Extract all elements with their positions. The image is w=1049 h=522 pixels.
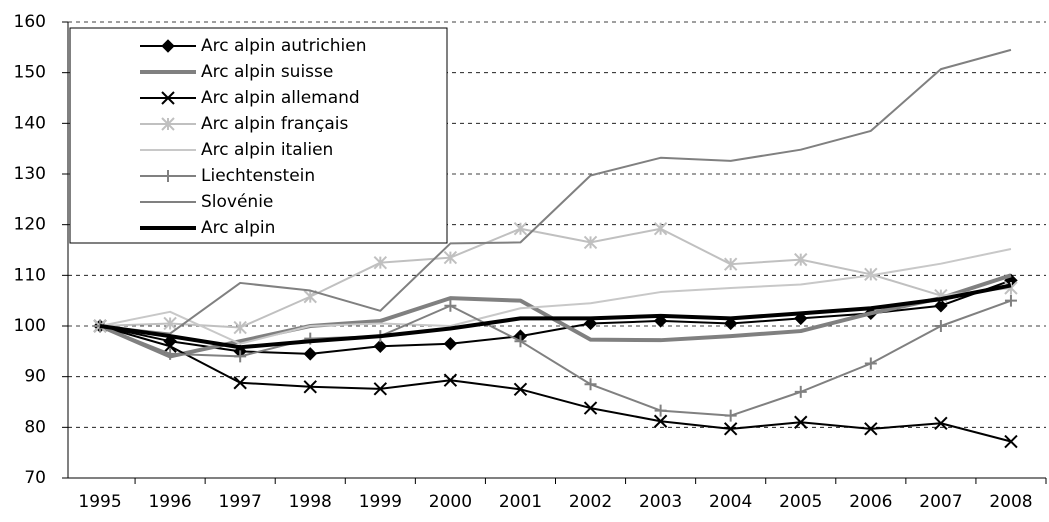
point <box>164 347 177 360</box>
x-tick-label: 2000 <box>429 492 472 512</box>
x-tick-label: 2001 <box>499 492 542 512</box>
point <box>234 350 247 363</box>
y-tick-label: 110 <box>14 265 46 285</box>
x-tick-label: 2008 <box>989 492 1032 512</box>
x-tick-label: 2003 <box>639 492 682 512</box>
point <box>514 335 527 348</box>
x-tick-label: 1998 <box>289 492 332 512</box>
point <box>163 339 177 353</box>
legend-marker <box>161 117 175 131</box>
point <box>653 414 668 428</box>
point <box>653 314 668 328</box>
point <box>513 222 528 236</box>
point <box>583 235 598 250</box>
series-line <box>99 248 1012 345</box>
point <box>934 416 948 430</box>
y-tick-label: 150 <box>14 63 46 83</box>
legend-label: Arc alpin italien <box>201 140 333 160</box>
y-tick-label: 120 <box>14 215 46 235</box>
legend-marker <box>161 91 175 105</box>
point <box>934 299 948 313</box>
point <box>794 252 808 267</box>
x-tick-label: 2006 <box>849 492 892 512</box>
point <box>373 382 388 396</box>
x-tick-label: 2005 <box>779 492 822 512</box>
point <box>864 422 878 436</box>
point <box>513 382 528 397</box>
series-line <box>99 227 1012 329</box>
x-tick-label: 2004 <box>709 492 752 512</box>
y-tick-label: 90 <box>24 367 46 387</box>
point <box>373 339 388 353</box>
point <box>723 422 738 436</box>
point <box>794 385 807 398</box>
point <box>583 401 598 415</box>
point <box>653 222 668 236</box>
legend-label: Arc alpin allemand <box>201 88 360 108</box>
point <box>233 376 247 390</box>
series-line <box>99 48 1012 335</box>
point <box>1004 294 1017 307</box>
legend-label: Slovénie <box>201 192 273 212</box>
y-tick-label: 80 <box>24 417 46 437</box>
series-line <box>99 279 1012 355</box>
point <box>654 404 667 417</box>
x-tick-label: 1996 <box>148 492 191 512</box>
x-tick-label: 1995 <box>78 492 121 512</box>
point <box>443 373 458 387</box>
point <box>233 320 247 335</box>
point <box>163 316 177 331</box>
point <box>1004 281 1018 295</box>
point <box>303 347 317 361</box>
point <box>303 380 317 394</box>
series-line <box>99 299 1012 417</box>
point <box>443 337 458 351</box>
point <box>583 316 598 331</box>
point <box>864 357 877 370</box>
legend-label: Arc alpin suisse <box>201 62 333 82</box>
point <box>794 415 808 429</box>
x-tick-label: 1999 <box>359 492 402 512</box>
y-tick-label: 100 <box>14 316 46 336</box>
legend-label: Arc alpin autrichien <box>201 36 366 56</box>
point <box>1004 434 1018 449</box>
legend-box <box>69 27 448 244</box>
series-line <box>99 283 1012 350</box>
point <box>934 320 947 332</box>
y-tick-label: 130 <box>14 164 46 184</box>
legend-label: Liechtenstein <box>201 166 315 186</box>
point <box>724 409 737 422</box>
series-line <box>99 325 1012 443</box>
point <box>723 257 738 271</box>
x-tick-label: 2007 <box>919 492 962 512</box>
legend-label: Arc alpin <box>201 218 275 238</box>
y-tick-label: 140 <box>14 113 46 133</box>
x-tick-label: 1997 <box>219 492 262 512</box>
point <box>373 255 388 270</box>
point <box>584 378 597 391</box>
legend-label: Arc alpin français <box>201 114 348 134</box>
legend-marker <box>162 170 174 182</box>
point <box>443 250 458 265</box>
x-tick-label: 2002 <box>569 492 612 512</box>
y-tick-label: 160 <box>14 12 46 32</box>
y-tick-label: 70 <box>24 468 46 488</box>
point <box>444 299 457 312</box>
legend-marker <box>161 39 175 53</box>
point <box>723 316 738 331</box>
